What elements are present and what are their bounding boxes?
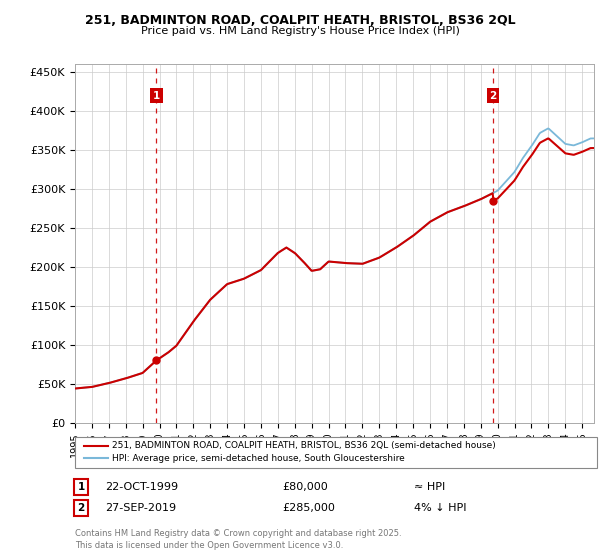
Text: £285,000: £285,000 (282, 503, 335, 513)
Text: HPI: Average price, semi-detached house, South Gloucestershire: HPI: Average price, semi-detached house,… (112, 454, 405, 463)
Text: Contains HM Land Registry data © Crown copyright and database right 2025.
This d: Contains HM Land Registry data © Crown c… (75, 529, 401, 550)
Text: 27-SEP-2019: 27-SEP-2019 (105, 503, 176, 513)
Text: 2: 2 (490, 91, 497, 101)
Text: 251, BADMINTON ROAD, COALPIT HEATH, BRISTOL, BS36 2QL (semi-detached house): 251, BADMINTON ROAD, COALPIT HEATH, BRIS… (112, 441, 496, 450)
Text: 251, BADMINTON ROAD, COALPIT HEATH, BRISTOL, BS36 2QL: 251, BADMINTON ROAD, COALPIT HEATH, BRIS… (85, 14, 515, 27)
Text: 22-OCT-1999: 22-OCT-1999 (105, 482, 178, 492)
Text: 4% ↓ HPI: 4% ↓ HPI (414, 503, 467, 513)
Text: ≈ HPI: ≈ HPI (414, 482, 445, 492)
Text: £80,000: £80,000 (282, 482, 328, 492)
Text: Price paid vs. HM Land Registry's House Price Index (HPI): Price paid vs. HM Land Registry's House … (140, 26, 460, 36)
Text: 1: 1 (77, 482, 85, 492)
Text: 2: 2 (77, 503, 85, 513)
Text: 1: 1 (152, 91, 160, 101)
